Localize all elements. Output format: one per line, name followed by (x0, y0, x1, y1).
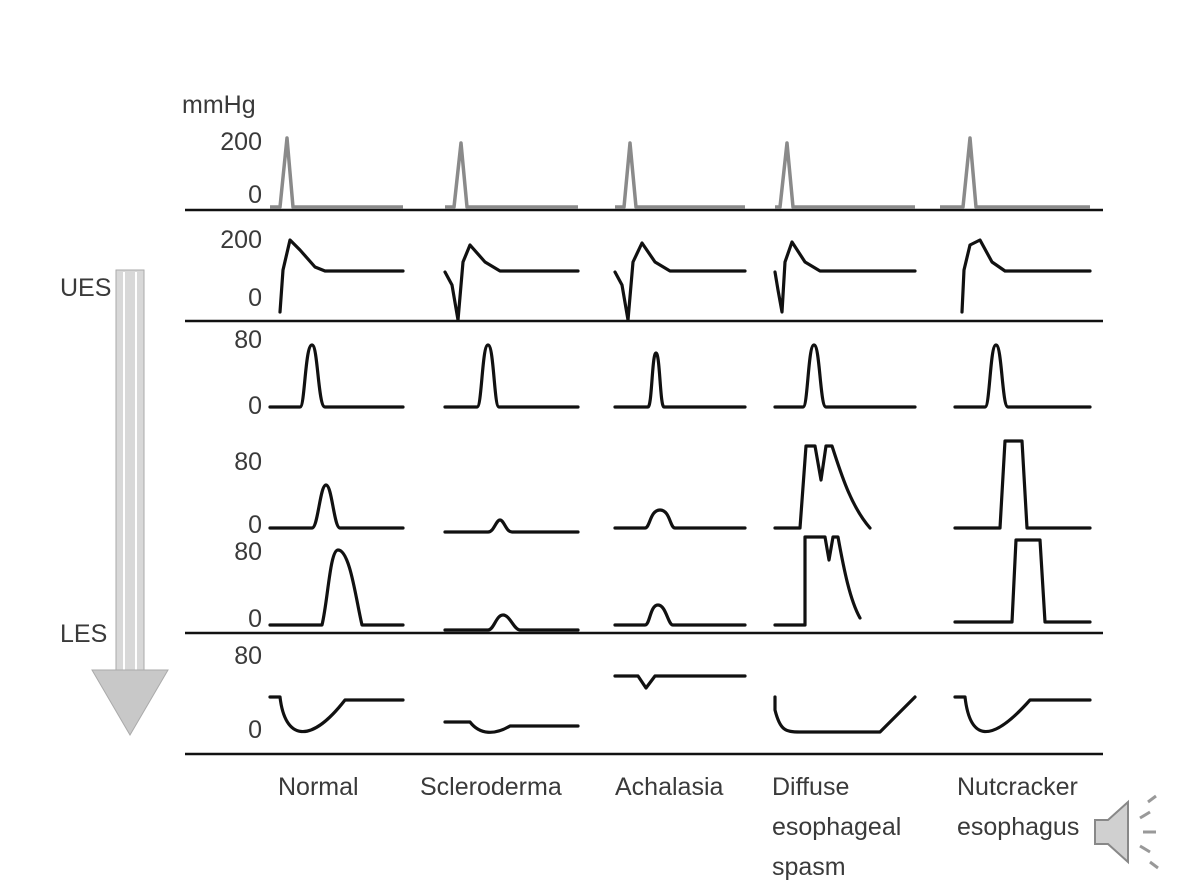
tick-label: 0 (248, 716, 262, 744)
column-label: Normal (278, 773, 359, 801)
tick-label: 0 (248, 284, 262, 312)
mid-body-traces (268, 439, 1092, 534)
ues-traces (278, 238, 1092, 322)
pharynx-traces (270, 136, 1090, 209)
column-label: Achalasia (615, 773, 723, 801)
tick-label: 200 (220, 128, 262, 156)
tick-label: 0 (248, 605, 262, 633)
ues-label: UES (60, 274, 111, 302)
tick-label: 80 (234, 326, 262, 354)
column-label: Nutcracker (957, 773, 1078, 801)
unit-label: mmHg (182, 91, 256, 119)
lower-body-traces (268, 535, 1092, 632)
column-label: esophagus (957, 813, 1079, 841)
column-label: spasm (772, 853, 846, 881)
les-label: LES (60, 620, 107, 648)
column-label: Scleroderma (420, 773, 562, 801)
baselines (185, 208, 1103, 756)
tick-label: 200 (220, 226, 262, 254)
tick-label: 80 (234, 538, 262, 566)
column-label: esophageal (772, 813, 901, 841)
tick-label: 0 (248, 181, 262, 209)
speaker-icon (1094, 794, 1159, 870)
column-label: Diffuse (772, 773, 849, 801)
tick-label: 0 (248, 511, 262, 539)
tick-label: 0 (248, 392, 262, 420)
les-traces (268, 674, 1092, 734)
esophagus-icon (91, 269, 169, 736)
tick-label: 80 (234, 642, 262, 670)
tick-label: 80 (234, 448, 262, 476)
upper-body-traces (268, 343, 1092, 409)
